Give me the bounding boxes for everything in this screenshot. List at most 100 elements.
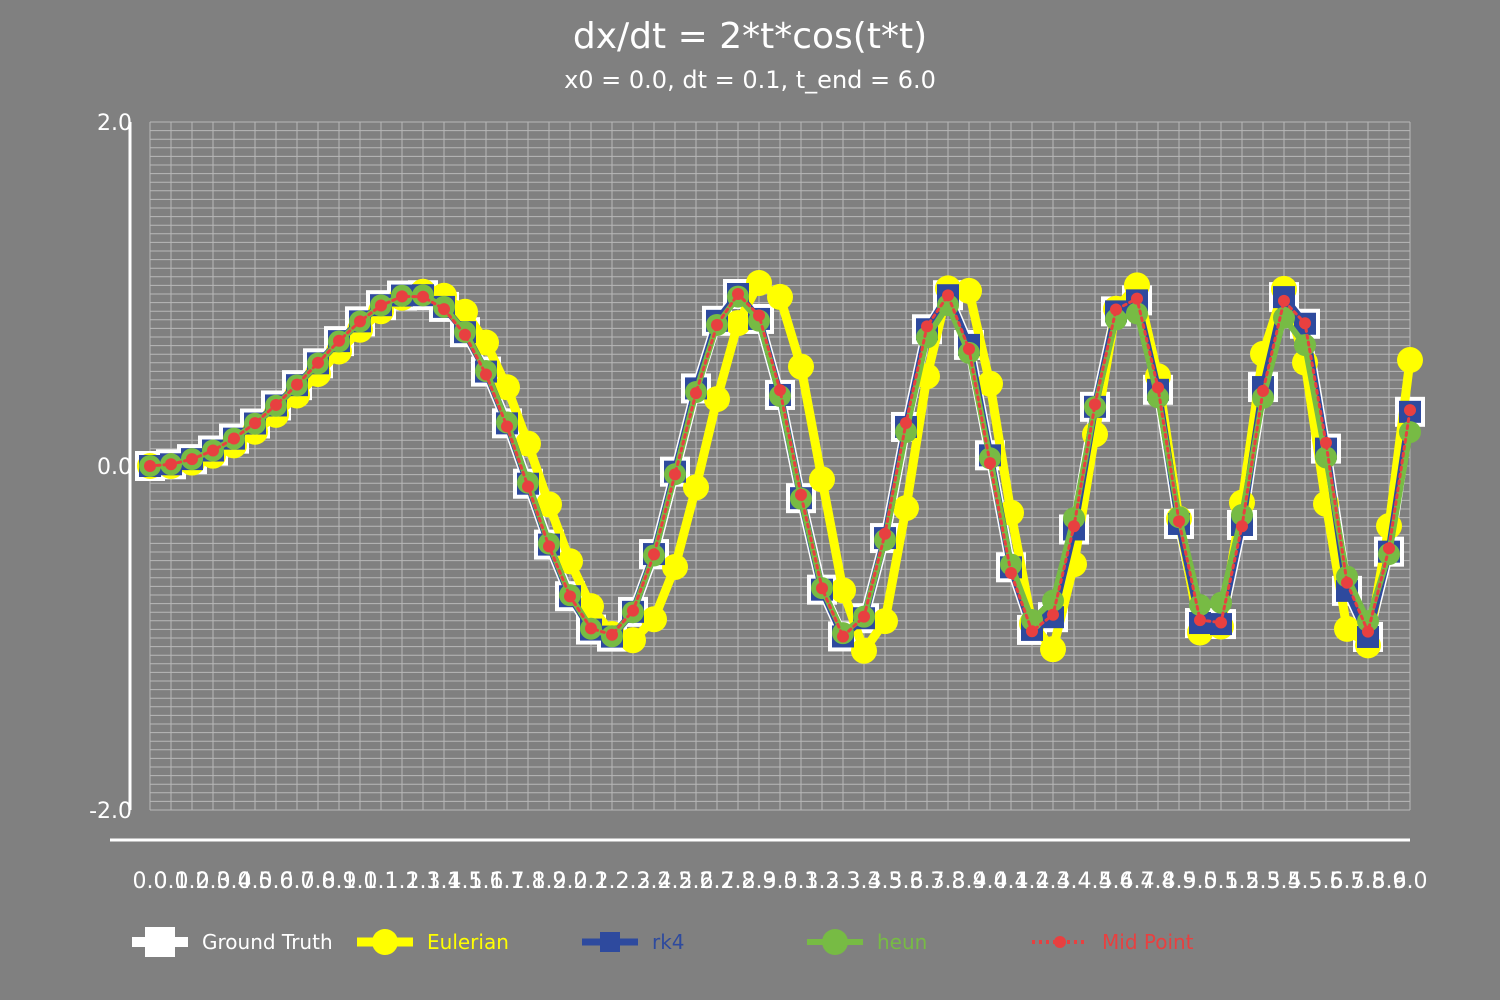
- data-point-eulerian: [767, 283, 793, 310]
- x-tick-label: 5.7: [1330, 869, 1365, 894]
- data-point-midpoint: [900, 417, 912, 429]
- data-point-midpoint: [1194, 614, 1206, 627]
- data-point-midpoint: [186, 453, 198, 466]
- legend-swatch-midpoint: [1032, 936, 1088, 948]
- data-point-midpoint: [984, 457, 996, 470]
- x-tick-label: 2.6: [679, 869, 714, 894]
- x-tick-label: 0.4: [217, 869, 252, 894]
- series-midpoint: [144, 288, 1416, 643]
- x-tick-label: 1.7: [490, 869, 525, 894]
- data-point-midpoint: [207, 444, 219, 457]
- data-point-midpoint: [648, 548, 660, 561]
- data-point-eulerian: [725, 310, 751, 337]
- data-point-midpoint: [333, 334, 345, 347]
- x-tick-label: 3.6: [889, 869, 924, 894]
- data-point-midpoint: [480, 368, 492, 381]
- x-tick-label: 2.7: [700, 869, 735, 894]
- x-tick-label: 5.3: [1246, 869, 1281, 894]
- data-point-midpoint: [1089, 398, 1101, 411]
- data-point-midpoint: [459, 328, 471, 341]
- data-point-midpoint: [564, 590, 576, 603]
- data-point-eulerian: [473, 329, 499, 356]
- x-tick-label: 5.5: [1288, 869, 1323, 894]
- y-tick-label: 0.0: [97, 455, 132, 480]
- data-point-midpoint: [1005, 566, 1017, 579]
- data-point-heun: [1105, 308, 1127, 331]
- data-point-midpoint: [942, 289, 954, 302]
- legend-label-rk4: rk4: [652, 930, 685, 954]
- x-tick-label: 4.8: [1141, 869, 1176, 894]
- x-tick-label: 2.1: [574, 869, 609, 894]
- data-point-midpoint: [858, 610, 870, 623]
- data-point-eulerian: [515, 430, 541, 457]
- data-point-midpoint: [816, 582, 828, 595]
- x-tick-label: 1.4: [427, 869, 462, 894]
- x-tick-label: 3.0: [763, 869, 798, 894]
- legend-item-rk4: rk4: [580, 920, 685, 964]
- data-point-midpoint: [1278, 294, 1290, 307]
- data-point-heun: [1000, 553, 1022, 576]
- legend-label-heun: heun: [877, 930, 928, 954]
- data-point-midpoint: [1362, 625, 1374, 638]
- series: [135, 269, 1425, 664]
- x-tick-label: 0.3: [196, 869, 231, 894]
- x-tick-label: 2.5: [658, 869, 693, 894]
- data-point-eulerian: [809, 466, 835, 493]
- x-tick-label: 1.5: [448, 869, 483, 894]
- data-point-eulerian: [620, 627, 646, 654]
- x-tick-label: 0.1: [154, 869, 189, 894]
- axes: -2.00.02.00.00.10.20.30.40.50.60.70.80.9…: [89, 111, 1427, 894]
- x-tick-label: 3.3: [826, 869, 861, 894]
- data-point-midpoint: [1404, 404, 1416, 417]
- data-point-eulerian: [494, 374, 520, 401]
- data-point-heun: [916, 326, 938, 349]
- x-tick-label: 0.5: [238, 869, 273, 894]
- data-point-midpoint: [396, 290, 408, 303]
- data-point-midpoint: [1341, 576, 1353, 589]
- legend: Ground Truth Eulerian rk4 heun Mid Point: [0, 920, 1500, 964]
- data-point-heun: [1294, 334, 1316, 357]
- x-tick-label: 0.0: [133, 869, 168, 894]
- data-point-midpoint: [837, 630, 849, 643]
- legend-item-ground_truth: Ground Truth: [130, 920, 333, 964]
- grid: [149, 121, 1411, 811]
- x-tick-label: 2.0: [553, 869, 588, 894]
- x-tick-label: 1.0: [343, 869, 378, 894]
- x-tick-label: 1.6: [469, 869, 504, 894]
- x-tick-label: 5.6: [1309, 869, 1344, 894]
- data-point-heun: [895, 420, 917, 443]
- data-point-eulerian: [662, 553, 688, 580]
- x-tick-label: 5.9: [1372, 869, 1407, 894]
- data-point-eulerian: [956, 277, 982, 304]
- data-point-midpoint: [249, 417, 261, 430]
- x-tick-label: 3.2: [805, 869, 840, 894]
- data-point-midpoint: [438, 303, 450, 316]
- x-tick-label: 0.9: [322, 869, 357, 894]
- x-tick-label: 1.8: [511, 869, 546, 894]
- data-point-eulerian: [1334, 615, 1360, 642]
- y-tick-label: 2.0: [97, 111, 132, 136]
- data-point-midpoint: [879, 527, 891, 540]
- x-tick-label: 5.4: [1267, 869, 1302, 894]
- data-point-midpoint: [585, 622, 597, 635]
- data-point-midpoint: [1215, 616, 1227, 629]
- x-tick-label: 6.0: [1393, 869, 1428, 894]
- data-point-midpoint: [417, 290, 429, 303]
- data-point-midpoint: [312, 356, 324, 369]
- data-point-midpoint: [669, 468, 681, 481]
- data-point-eulerian: [830, 577, 856, 604]
- legend-swatch-ground_truth: [132, 927, 188, 957]
- data-point-eulerian: [1397, 347, 1423, 374]
- data-point-midpoint: [690, 387, 702, 400]
- data-point-midpoint: [795, 488, 807, 501]
- data-point-eulerian: [641, 606, 667, 633]
- data-point-midpoint: [606, 628, 618, 641]
- y-tick-label: -2.0: [89, 799, 132, 824]
- data-point-eulerian: [704, 386, 730, 413]
- x-tick-label: 3.5: [868, 869, 903, 894]
- legend-label-eulerian: Eulerian: [427, 930, 509, 954]
- data-point-midpoint: [375, 299, 387, 312]
- x-tick-label: 2.2: [595, 869, 630, 894]
